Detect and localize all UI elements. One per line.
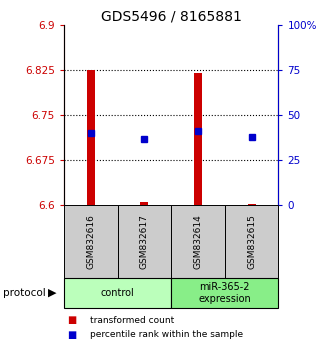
Text: ■: ■: [67, 315, 76, 325]
Text: GSM832616: GSM832616: [86, 214, 95, 269]
Bar: [140, 202, 148, 205]
Text: GSM832614: GSM832614: [194, 214, 203, 269]
Text: miR-365-2
expression: miR-365-2 expression: [198, 282, 251, 304]
Text: GSM832617: GSM832617: [140, 214, 149, 269]
Text: ▶: ▶: [47, 288, 56, 298]
Text: ■: ■: [67, 330, 76, 339]
Text: transformed count: transformed count: [90, 316, 174, 325]
Text: GSM832615: GSM832615: [247, 214, 256, 269]
Bar: [248, 204, 256, 205]
Text: percentile rank within the sample: percentile rank within the sample: [90, 330, 243, 339]
Text: protocol: protocol: [3, 288, 46, 298]
Title: GDS5496 / 8165881: GDS5496 / 8165881: [101, 10, 242, 24]
Bar: [87, 70, 95, 205]
Bar: [194, 73, 202, 205]
Text: control: control: [101, 288, 134, 298]
